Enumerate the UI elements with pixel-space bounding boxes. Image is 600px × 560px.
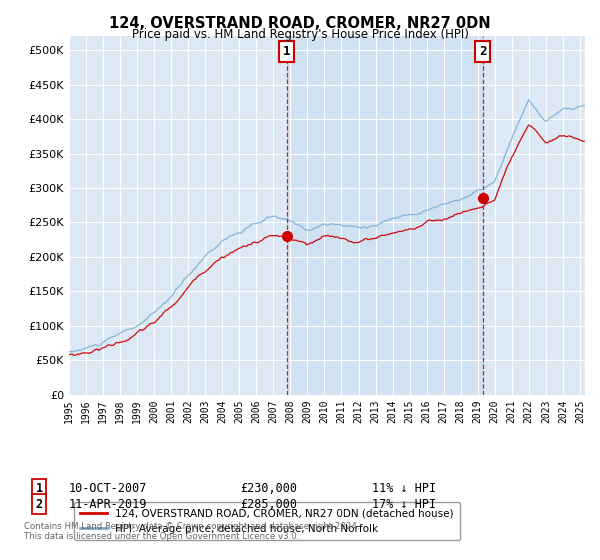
Text: Price paid vs. HM Land Registry's House Price Index (HPI): Price paid vs. HM Land Registry's House … [131, 28, 469, 41]
Text: 10-OCT-2007: 10-OCT-2007 [69, 482, 148, 495]
Text: 11% ↓ HPI: 11% ↓ HPI [372, 482, 436, 495]
Text: 2: 2 [479, 45, 487, 58]
Text: 1: 1 [35, 482, 43, 495]
Text: 11-APR-2019: 11-APR-2019 [69, 497, 148, 511]
Legend: 124, OVERSTRAND ROAD, CROMER, NR27 0DN (detached house), HPI: Average price, det: 124, OVERSTRAND ROAD, CROMER, NR27 0DN (… [74, 502, 460, 540]
Text: 124, OVERSTRAND ROAD, CROMER, NR27 0DN: 124, OVERSTRAND ROAD, CROMER, NR27 0DN [109, 16, 491, 31]
Text: Contains HM Land Registry data © Crown copyright and database right 2024.
This d: Contains HM Land Registry data © Crown c… [24, 522, 359, 542]
Text: £285,000: £285,000 [240, 497, 297, 511]
Text: 17% ↓ HPI: 17% ↓ HPI [372, 497, 436, 511]
Text: 1: 1 [283, 45, 290, 58]
Text: 2: 2 [35, 497, 43, 511]
Text: £230,000: £230,000 [240, 482, 297, 495]
Bar [287, 36, 482, 395]
